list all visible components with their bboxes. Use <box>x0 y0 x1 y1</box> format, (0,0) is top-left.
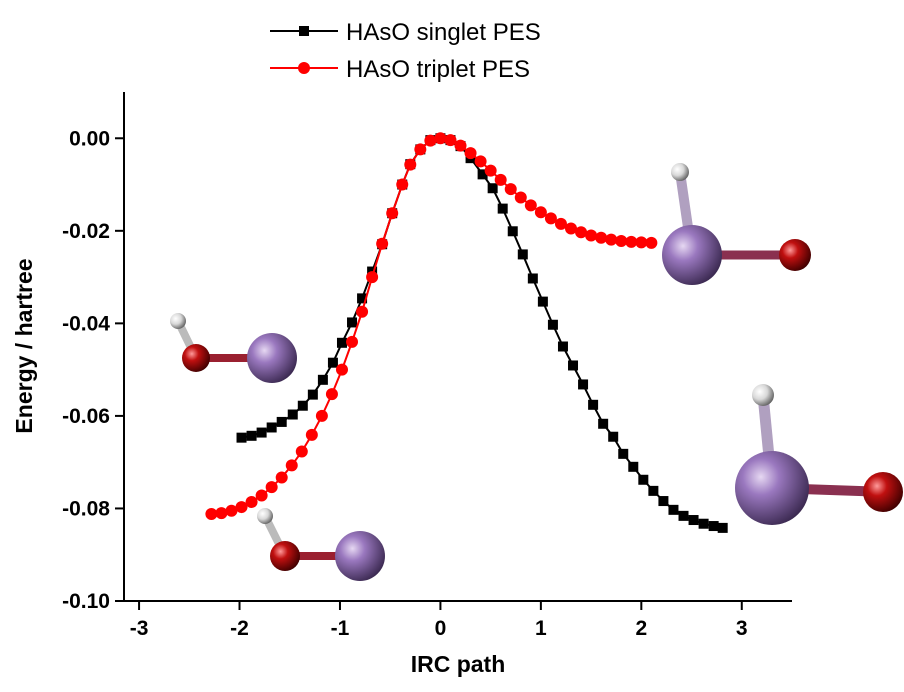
marker <box>645 237 657 249</box>
y-tick-label: 0.00 <box>69 127 110 150</box>
marker <box>475 155 487 167</box>
molecules <box>170 163 903 581</box>
legend-label: HAsO triplet PES <box>346 56 530 83</box>
marker <box>618 449 628 459</box>
marker <box>404 159 416 171</box>
chart: IRC path Energy / hartree HAsO singlet P… <box>0 0 904 687</box>
marker <box>588 400 598 410</box>
marker <box>376 238 388 250</box>
marker <box>298 62 310 74</box>
marker <box>485 165 497 177</box>
marker <box>356 306 368 318</box>
marker <box>237 433 247 443</box>
marker <box>286 459 298 471</box>
marker <box>718 523 728 533</box>
marker <box>595 232 607 244</box>
series-line <box>211 138 651 514</box>
marker <box>298 401 308 411</box>
marker <box>709 521 719 531</box>
marker <box>316 410 328 422</box>
marker <box>548 320 558 330</box>
y-tick-label: -0.06 <box>62 405 110 428</box>
marker <box>465 147 477 159</box>
marker <box>276 471 288 483</box>
marker <box>424 135 436 147</box>
x-tick-label: 0 <box>435 617 447 640</box>
marker <box>366 271 378 283</box>
y-tick-label: -0.10 <box>62 590 110 613</box>
x-tick-label: -1 <box>331 617 350 640</box>
marker <box>668 505 678 515</box>
marker <box>434 132 446 144</box>
marker <box>247 431 257 441</box>
marker <box>568 360 578 370</box>
axes <box>115 92 792 610</box>
marker <box>528 273 538 283</box>
marker <box>296 446 308 458</box>
marker <box>699 519 709 529</box>
marker <box>306 429 318 441</box>
x-tick-label: -2 <box>230 617 249 640</box>
marker <box>246 496 258 508</box>
y-tick-label: -0.08 <box>62 497 110 520</box>
marker <box>508 226 518 236</box>
marker <box>608 432 618 442</box>
y-tick-label: -0.02 <box>62 220 110 243</box>
marker <box>658 496 668 506</box>
marker <box>525 199 537 211</box>
x-tick-label: 2 <box>635 617 647 640</box>
legend-label: HAsO singlet PES <box>346 19 541 46</box>
series-line <box>242 138 723 528</box>
marker <box>495 174 507 186</box>
marker <box>679 511 689 521</box>
series <box>237 133 728 533</box>
series <box>205 132 657 520</box>
marker <box>337 338 347 348</box>
marker <box>257 428 267 438</box>
marker <box>347 317 357 327</box>
marker <box>585 229 597 241</box>
marker <box>256 489 268 501</box>
marker <box>299 26 309 36</box>
marker <box>346 336 358 348</box>
marker <box>689 515 699 525</box>
marker <box>515 192 527 204</box>
marker <box>518 249 528 259</box>
x-tick-label: -3 <box>130 617 149 640</box>
marker <box>288 410 298 420</box>
marker <box>215 507 227 519</box>
marker <box>558 342 568 352</box>
marker <box>277 417 287 427</box>
marker <box>505 183 517 195</box>
marker <box>488 183 498 193</box>
marker <box>538 297 548 307</box>
marker <box>308 390 318 400</box>
x-tick-label: 3 <box>736 617 748 640</box>
marker <box>648 486 658 496</box>
y-axis-title: Energy / hartree <box>11 258 37 433</box>
marker <box>578 379 588 389</box>
marker <box>326 388 338 400</box>
legend: HAsO singlet PES HAsO triplet PES <box>270 19 541 83</box>
marker <box>535 206 547 218</box>
marker <box>396 179 408 191</box>
marker <box>605 234 617 246</box>
x-tick-label: 1 <box>535 617 547 640</box>
x-axis-title: IRC path <box>411 651 506 677</box>
marker <box>455 140 467 152</box>
marker <box>267 422 277 432</box>
marker <box>638 475 648 485</box>
marker <box>336 364 348 376</box>
marker <box>414 143 426 155</box>
marker <box>266 481 278 493</box>
marker <box>628 462 638 472</box>
marker <box>598 419 608 429</box>
page: {"chart_data": {"type": "line", "xlabel"… <box>0 0 904 692</box>
marker <box>318 375 328 385</box>
marker <box>386 207 398 219</box>
marker <box>498 204 508 214</box>
marker <box>328 358 338 368</box>
y-tick-label: -0.04 <box>62 312 110 335</box>
